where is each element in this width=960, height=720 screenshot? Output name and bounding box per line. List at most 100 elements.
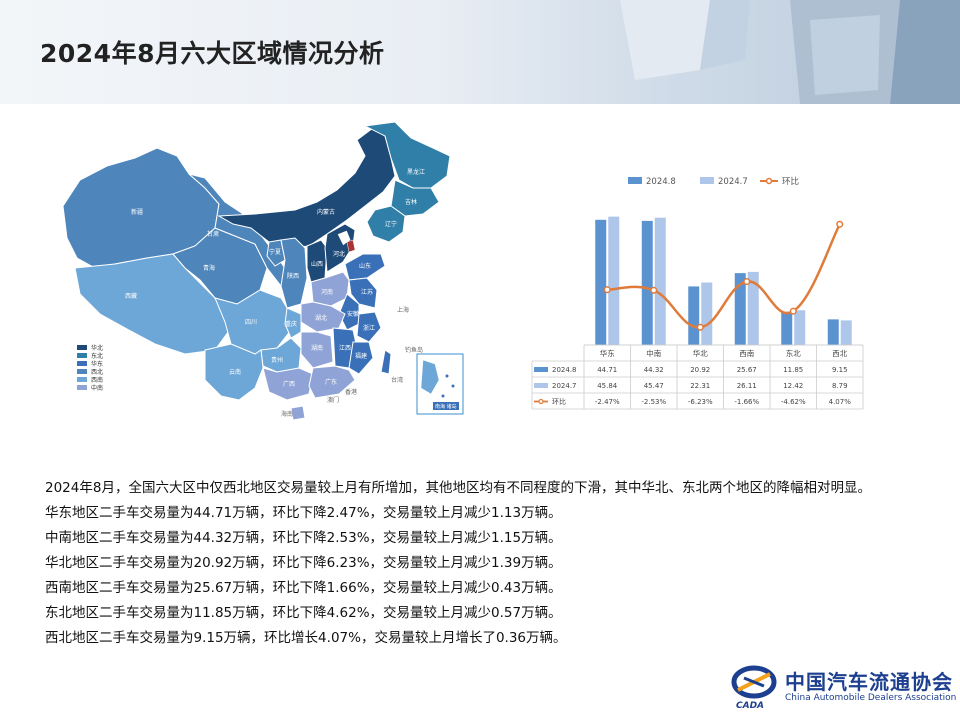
category-label: 西南 (739, 348, 754, 358)
category-label: 华北 (693, 348, 708, 358)
logo-name-en: China Automobile Dealers Association (785, 693, 957, 703)
logo-name-cn: 中国汽车流通协会 (785, 670, 953, 694)
region-guangdong (308, 365, 356, 399)
label-hebei: 河北 (333, 250, 345, 258)
chart-legend: 2024.8 2024.7 环比 (628, 176, 799, 187)
mom-point (743, 278, 751, 286)
label-jiangsu: 江苏 (361, 288, 373, 296)
label-taiwan: 台湾 (391, 376, 403, 384)
table-cell: 44.32 (644, 366, 664, 374)
table-cell: 20.92 (690, 366, 710, 374)
region-hubei (300, 301, 346, 333)
table-row-label: 2024.8 (552, 366, 577, 374)
label-shanghai: 上海 (397, 306, 409, 314)
region-hunan (300, 331, 334, 369)
table-row-label: 2024.7 (552, 382, 577, 390)
label-heilongjiang: 黑龙江 (407, 168, 425, 176)
mom-point (836, 220, 844, 228)
legend-swatch (77, 345, 87, 350)
header-decoration (620, 0, 960, 104)
region-liaoning (366, 205, 406, 243)
table-cell: 4.07% (829, 398, 852, 406)
table-cell: -1.66% (734, 398, 759, 406)
cada-logo: CADA 中国汽车流通协会 China Automobile Dealers A… (730, 660, 957, 711)
bar-2024-7 (840, 320, 852, 345)
label-neimenggu: 内蒙古 (317, 208, 335, 216)
label-henan: 河南 (321, 288, 333, 296)
label-chongqing: 重庆 (285, 320, 297, 328)
region-line-huadong: 华东地区二手车交易量为44.71万辆，环比下降2.47%，交易量较上月减少1.1… (45, 505, 562, 521)
region-line-huabei: 华北地区二手车交易量为20.92万辆，环比下降6.23%，交易量较上月减少1.3… (45, 555, 562, 571)
category-label: 中南 (646, 348, 661, 358)
logo-mark-text: CADA (736, 701, 764, 710)
table-cell: 22.31 (690, 382, 710, 390)
region-fujian (348, 341, 374, 375)
bar-2024-8 (641, 220, 653, 345)
table-cell: -2.53% (641, 398, 666, 406)
label-jiangxi: 江西 (339, 345, 351, 352)
label-gansu: 甘肃 (207, 230, 219, 238)
table-cell: -2.47% (595, 398, 620, 406)
table-cell: 25.67 (737, 366, 757, 374)
region-hainan (290, 405, 306, 421)
table-cell: 45.47 (644, 382, 664, 390)
bar-2024-7 (794, 310, 806, 345)
bar-2024-8 (781, 311, 793, 345)
china-region-map: 黑龙江 吉林 辽宁 内蒙古 新疆 西藏 青海 甘肃 宁夏 陕西 山西 河北 山东… (62, 121, 464, 421)
label-jilin: 吉林 (405, 198, 417, 206)
region-ningxia (266, 239, 286, 267)
legend-swatch (77, 353, 87, 358)
table-cell: 26.11 (737, 382, 757, 390)
label-yunnan: 云南 (229, 368, 241, 376)
category-label: 西北 (832, 349, 847, 358)
header-banner: 2024年8月六大区域情况分析 (0, 0, 960, 104)
table-row-label: 环比 (552, 397, 566, 406)
summary-line: 2024年8月，全国六大区中仅西北地区交易量较上月有所增加，其他地区均有不同程度… (45, 480, 871, 496)
region-jiangsu (348, 277, 378, 309)
chart-legend-label: 2024.8 (646, 177, 676, 187)
bar-2024-8 (595, 219, 607, 345)
region-taiwan (380, 349, 392, 375)
label-sichuan: 四川 (245, 319, 257, 326)
region-qinghai (172, 227, 268, 305)
label-shandong: 山东 (359, 262, 371, 270)
table-row-key (534, 367, 548, 372)
label-fujian: 福建 (355, 352, 367, 360)
chart-legend-label: 环比 (782, 176, 799, 187)
label-hainan: 海南 (281, 410, 293, 418)
label-anhui: 安徽 (347, 310, 359, 318)
label-guizhou: 贵州 (271, 356, 283, 364)
bar-2024-7 (608, 216, 620, 345)
analysis-text: 2024年8月，全国六大区中仅西北地区交易量较上月有所增加，其他地区均有不同程度… (45, 476, 945, 651)
chart-line (603, 220, 844, 331)
table-cell: 12.42 (783, 382, 803, 390)
table-cell: 44.71 (597, 366, 617, 374)
label-hubei: 湖北 (315, 314, 327, 322)
category-label: 东北 (786, 348, 801, 358)
bar-2024-8 (734, 273, 746, 345)
region-zhejiang (356, 311, 382, 343)
region-yunnan (204, 343, 264, 401)
legend-swatch (77, 385, 87, 390)
table-cell: 45.84 (597, 382, 618, 390)
cada-logo-mark: CADA (731, 665, 777, 711)
label-xizang: 西藏 (125, 292, 137, 300)
bar-2024-8 (827, 319, 839, 345)
legend-label: 中南 (91, 384, 103, 392)
label-diaoyudao: 钓鱼岛 (405, 346, 423, 354)
region-line-xibei: 西北地区二手车交易量为9.15万辆，环比增长4.07%，交易量较上月增长了0.3… (45, 630, 567, 646)
label-shaanxi: 陕西 (287, 272, 299, 280)
label-shanxi: 山西 (311, 260, 323, 268)
region-anhui (338, 293, 360, 331)
bar-2024-7 (654, 217, 666, 345)
label-xinjiang: 新疆 (131, 208, 143, 216)
label-guangxi: 广西 (283, 380, 295, 388)
category-label: 华东 (600, 348, 615, 358)
region-line-dongbei: 东北地区二手车交易量为11.85万辆，环比下降4.62%，交易量较上月减少0.5… (45, 605, 562, 621)
label-nanhai: 南海 诸岛 (435, 403, 457, 410)
table-row-key (534, 383, 548, 388)
label-liaoning: 辽宁 (385, 220, 397, 228)
region-volume-chart: 2024.8 2024.7 环比 华东 中南 华北 西南 东北 西北 2024.8 44.71 44… (531, 176, 864, 410)
chart-data-table: 华东 中南 华北 西南 东北 西北 2024.8 44.71 44.32 20.92 25.67 11… (531, 344, 864, 410)
